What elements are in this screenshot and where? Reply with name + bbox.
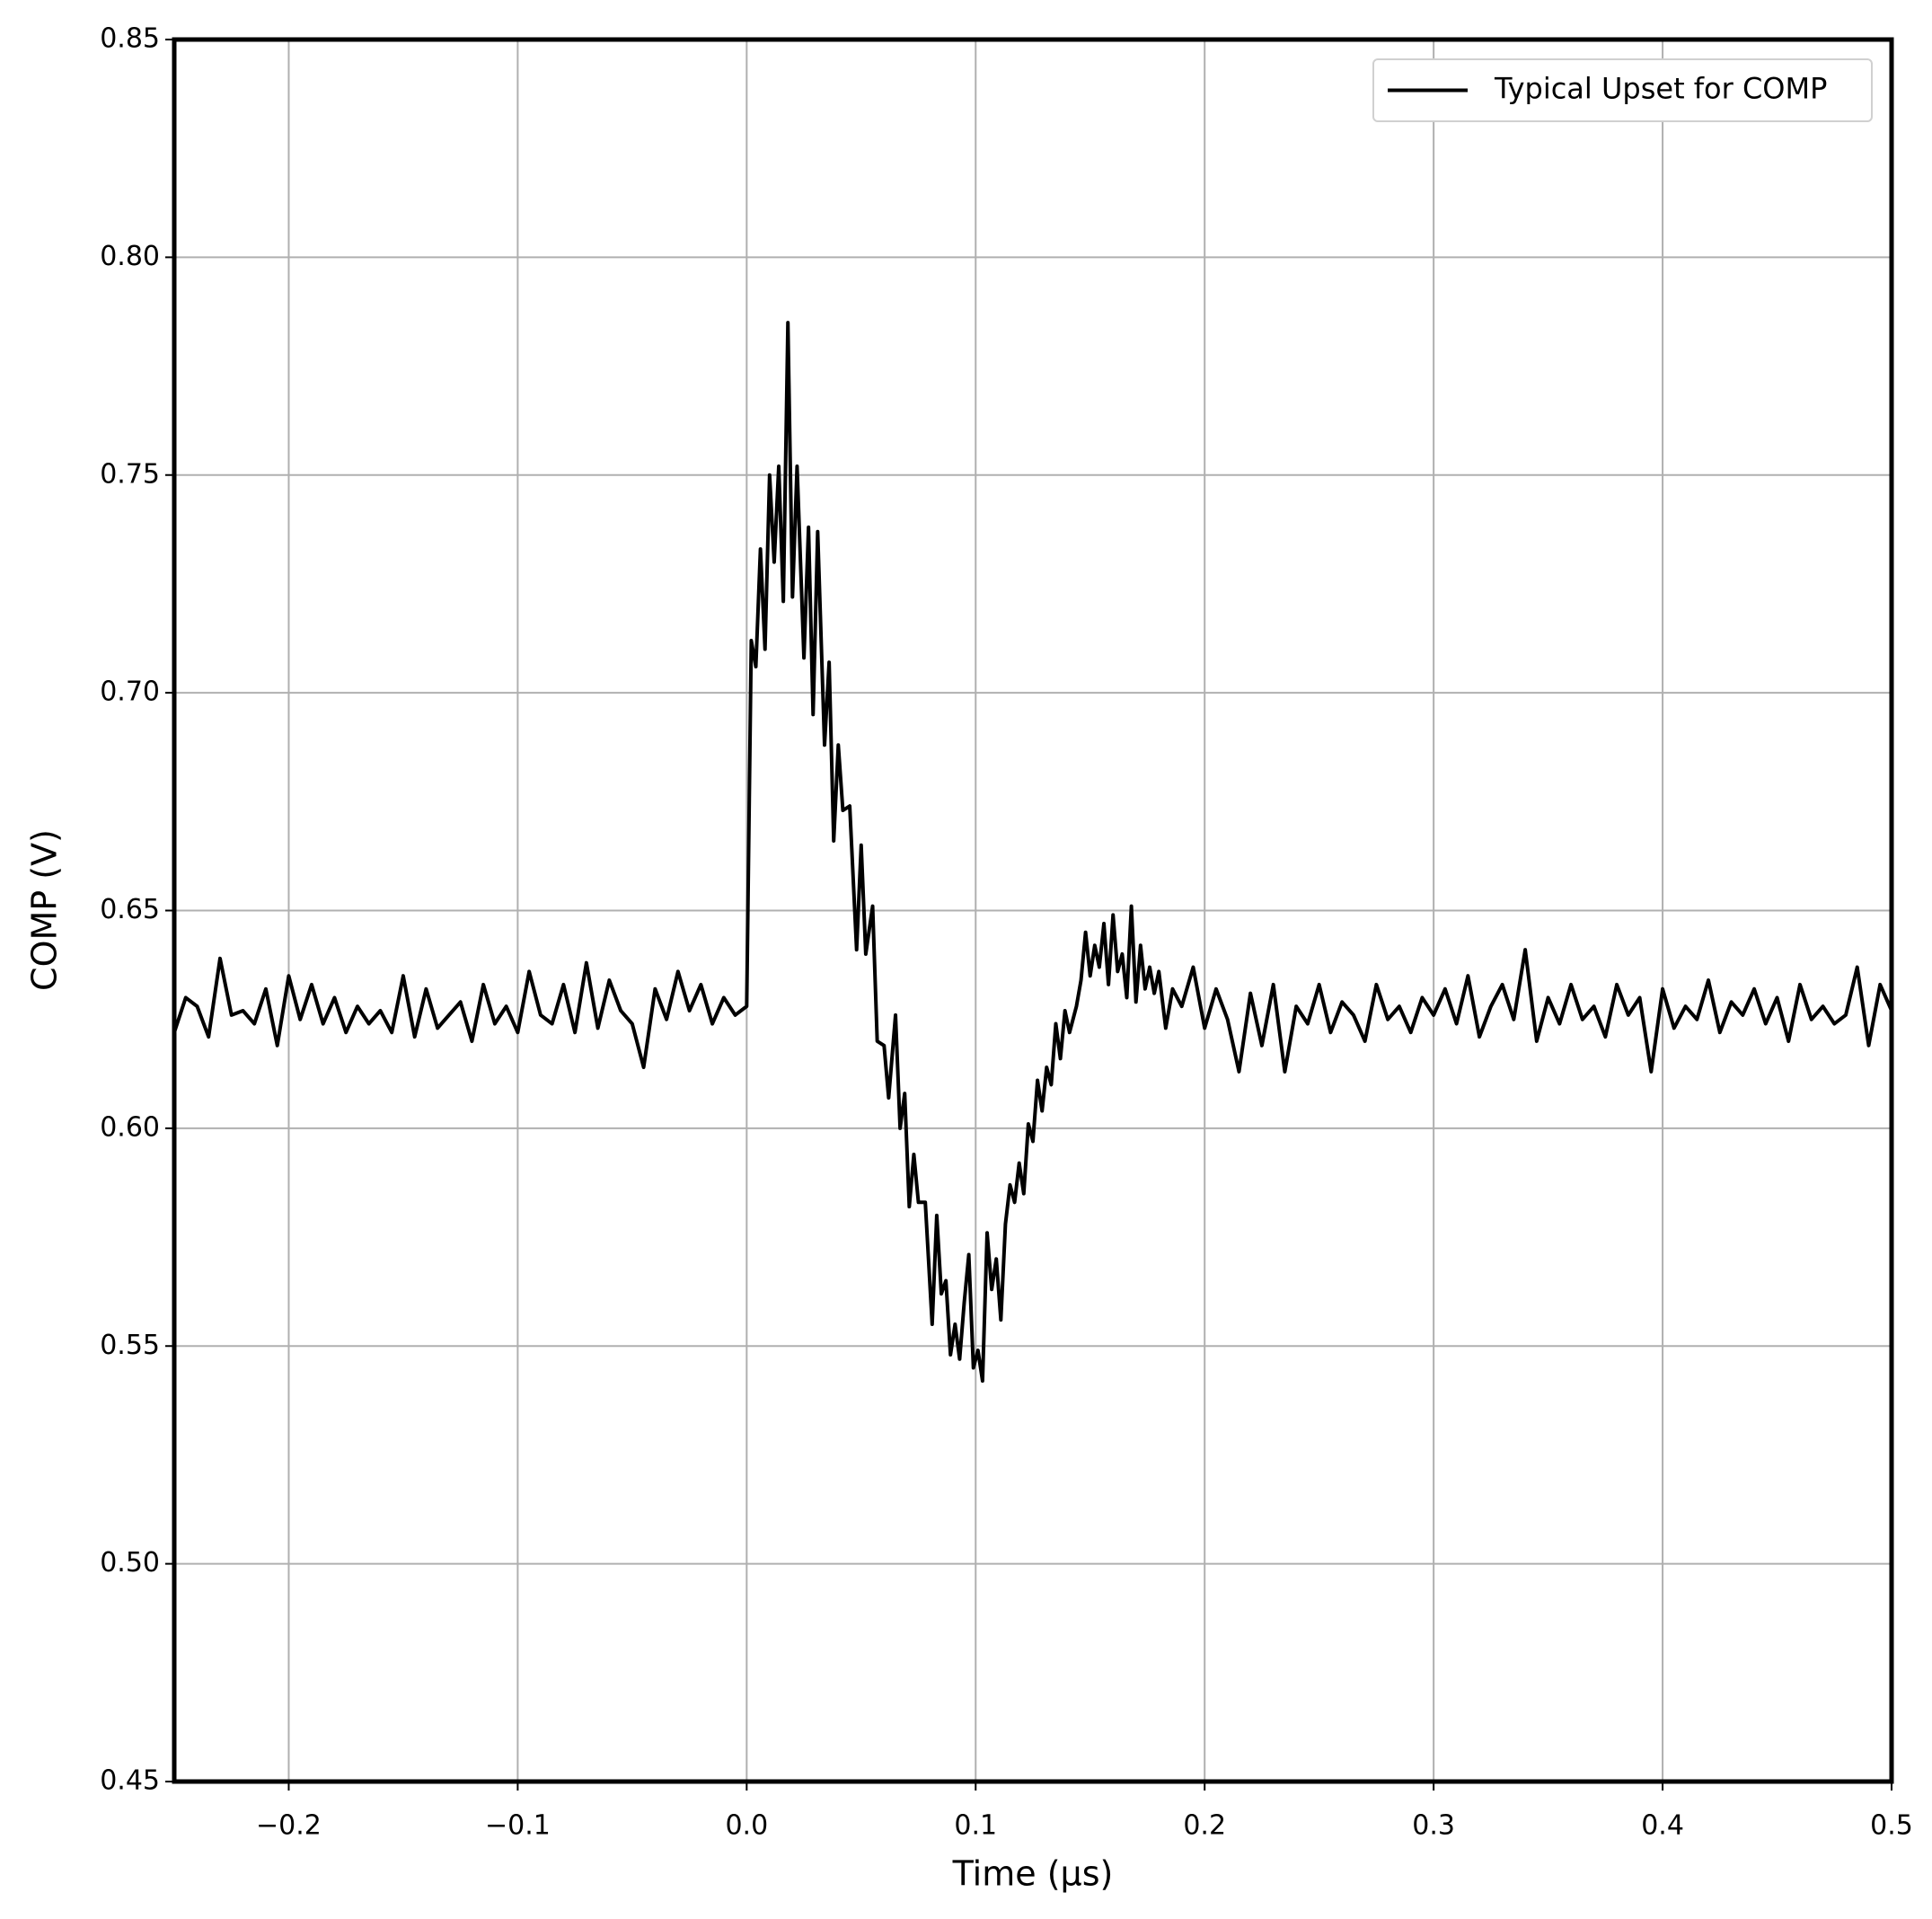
legend-box [1372,58,1873,122]
y-tick-label: 0.70 [100,677,160,708]
y-tick-label: 0.65 [100,894,160,925]
y-tick-label: 0.85 [100,23,160,55]
x-tick-label: 0.0 [725,1810,768,1842]
y-tick-label: 0.75 [100,458,160,490]
x-tick-label: 0.1 [954,1810,997,1842]
x-tick-label: 0.2 [1183,1810,1226,1842]
y-tick-label: 0.45 [100,1765,160,1797]
y-tick-label: 0.55 [100,1330,160,1361]
plot-frame [172,37,1894,1784]
data-line [172,321,1893,1384]
legend-label: Typical Upset for COMP [1494,72,1827,106]
x-tick-label: 0.4 [1641,1810,1684,1842]
x-tick-label: −0.2 [256,1810,322,1842]
y-axis-label: COMP (V) [25,829,65,991]
x-tick-label: −0.1 [485,1810,551,1842]
x-tick-label: 0.5 [1870,1810,1913,1842]
y-tick-label: 0.80 [100,241,160,272]
y-tick-label: 0.60 [100,1111,160,1143]
y-tick-label: 0.50 [100,1547,160,1579]
x-axis-label: Time (µs) [952,1854,1114,1894]
x-tick-label: 0.3 [1412,1810,1455,1842]
